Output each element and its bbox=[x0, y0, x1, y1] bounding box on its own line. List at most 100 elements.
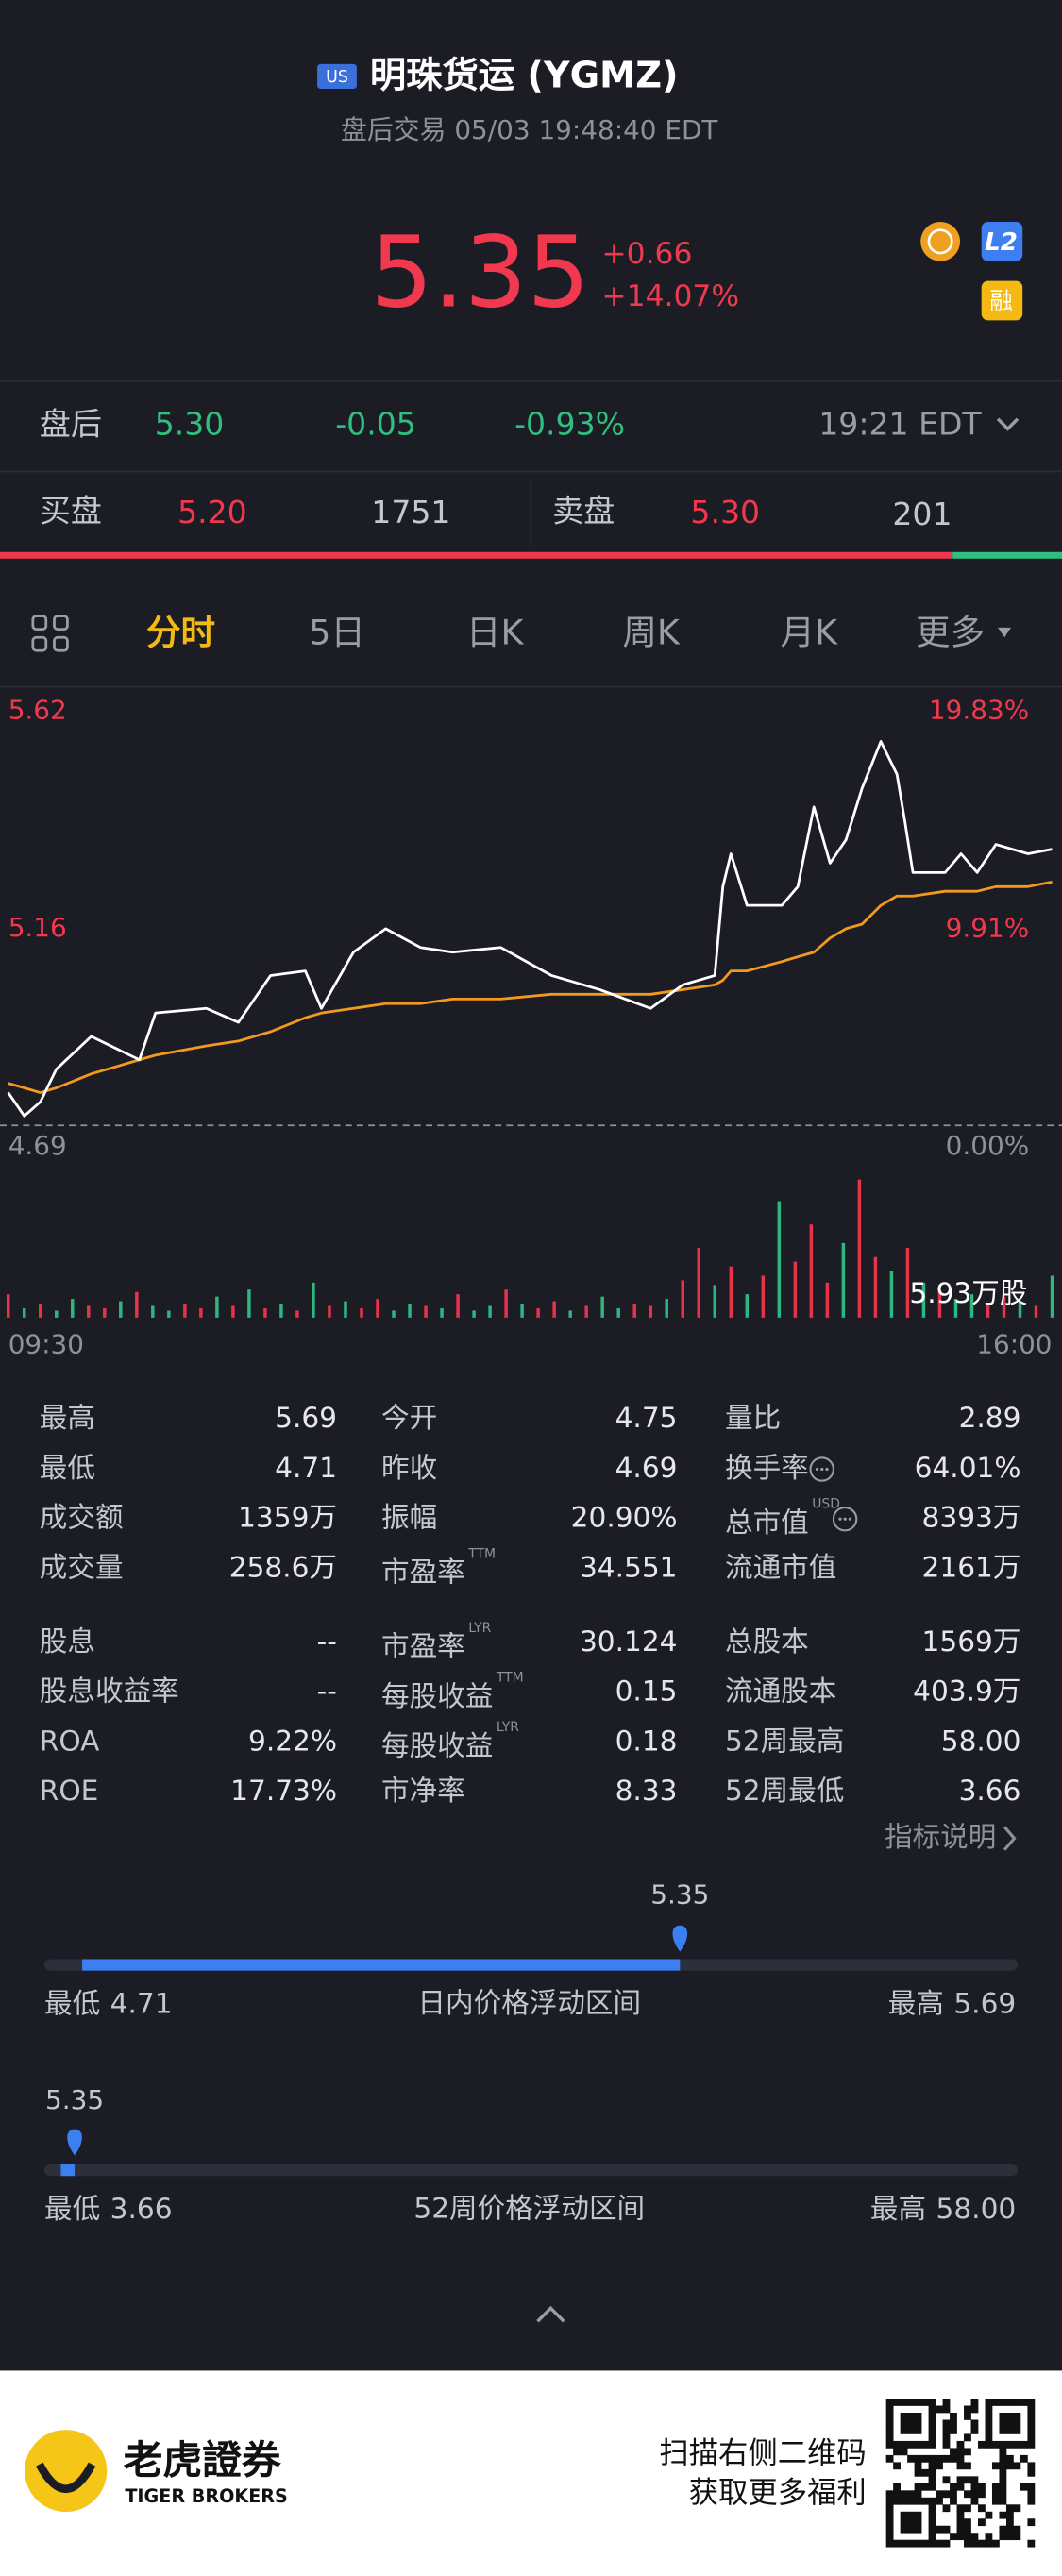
low-label: 最低 bbox=[44, 2192, 100, 2224]
stat-label: 每股收益 bbox=[381, 1680, 493, 1712]
l2-badge-bg[interactable] bbox=[981, 221, 1023, 261]
qr-cell bbox=[964, 2490, 971, 2499]
volume-bar bbox=[183, 1304, 187, 1318]
qr-cell bbox=[950, 2483, 957, 2491]
y-tick-label: 5.16 bbox=[8, 912, 67, 943]
qr-cell bbox=[928, 2413, 936, 2420]
qr-cell bbox=[900, 2497, 908, 2505]
qr-cell bbox=[964, 2476, 971, 2484]
qr-cell bbox=[1027, 2440, 1036, 2449]
volume-bar bbox=[825, 1282, 830, 1318]
volume-bar bbox=[472, 1310, 476, 1318]
volume-bar bbox=[424, 1305, 428, 1318]
volume-bar bbox=[697, 1247, 701, 1318]
bid-price: 5.20 bbox=[177, 494, 247, 530]
info-icon[interactable] bbox=[832, 1506, 858, 1532]
stat-value: 3.66 bbox=[959, 1775, 1021, 1807]
qr-cell bbox=[978, 2518, 986, 2527]
collapse-chevron[interactable] bbox=[536, 2305, 565, 2323]
qr-cell bbox=[914, 2511, 922, 2519]
stat-value: 4.71 bbox=[275, 1452, 337, 1484]
dropdown-triangle[interactable] bbox=[998, 627, 1012, 638]
qr-cell bbox=[928, 2525, 936, 2534]
y-tick-label: 5.62 bbox=[8, 695, 67, 726]
qr-cell bbox=[964, 2462, 971, 2470]
qr-cell bbox=[893, 2399, 901, 2406]
qr-cell bbox=[942, 2476, 951, 2484]
grid-icon[interactable] bbox=[31, 615, 69, 652]
qr-cell bbox=[985, 2413, 993, 2420]
tab[interactable]: 月K bbox=[781, 612, 839, 652]
tab[interactable]: 分时 bbox=[146, 612, 215, 652]
chevron-right[interactable] bbox=[1003, 1826, 1017, 1851]
qr-cell bbox=[907, 2511, 915, 2519]
qr-cell bbox=[956, 2525, 965, 2534]
qr-cell bbox=[900, 2426, 908, 2434]
stat-value: 30.124 bbox=[580, 1625, 678, 1658]
stat-value: 4.69 bbox=[615, 1452, 678, 1484]
stat-label: 总股本 bbox=[725, 1625, 809, 1658]
qr-cell bbox=[985, 2539, 993, 2548]
qr-cell bbox=[1005, 2399, 1014, 2406]
icon-badge-ring bbox=[927, 228, 953, 255]
stat-label: ROE bbox=[40, 1775, 99, 1807]
qr-cell bbox=[928, 2497, 936, 2505]
qr-cell bbox=[928, 2433, 936, 2442]
y-tick-label: 4.69 bbox=[8, 1130, 67, 1161]
high-label: 最高 bbox=[870, 2192, 926, 2224]
volume-bar bbox=[761, 1275, 766, 1318]
qr-cell bbox=[936, 2490, 943, 2499]
stat-label-sup: TTM bbox=[467, 1546, 496, 1561]
qr-cell bbox=[950, 2413, 957, 2420]
stat-label: 52周最低 bbox=[725, 1775, 844, 1807]
tab[interactable]: 周K bbox=[622, 612, 681, 652]
margin-badge-bg[interactable] bbox=[981, 280, 1023, 321]
tab[interactable]: 日K bbox=[466, 612, 525, 652]
volume-bar bbox=[905, 1247, 910, 1318]
info-icon[interactable] bbox=[809, 1456, 834, 1482]
volume-bar bbox=[488, 1305, 492, 1318]
icon-badge[interactable] bbox=[920, 221, 961, 261]
qr-cell bbox=[942, 2426, 951, 2434]
qr-cell bbox=[964, 2504, 971, 2513]
qr-cell bbox=[893, 2483, 901, 2491]
tab[interactable]: 5日 bbox=[309, 612, 365, 652]
brand: 老虎證券 bbox=[124, 2436, 282, 2483]
qr-cell bbox=[964, 2405, 971, 2414]
qr-cell bbox=[999, 2511, 1007, 2519]
stat-label: 振幅 bbox=[381, 1502, 437, 1534]
qr-cell bbox=[1005, 2413, 1014, 2420]
qr-cell bbox=[956, 2476, 965, 2484]
qr-cell bbox=[907, 2539, 915, 2548]
range-fill bbox=[60, 2164, 76, 2177]
stat-value: 9.22% bbox=[248, 1725, 337, 1757]
volume-bar bbox=[71, 1299, 75, 1318]
qr-cell bbox=[950, 2419, 957, 2428]
volume-bar bbox=[536, 1307, 540, 1318]
qr-cell bbox=[999, 2448, 1007, 2456]
volume-bar bbox=[1002, 1296, 1006, 1318]
chevron-down[interactable] bbox=[996, 417, 1020, 431]
qr-cell bbox=[942, 2440, 951, 2449]
qr-cell bbox=[936, 2405, 943, 2414]
stats-link[interactable]: 指标说明 bbox=[885, 1821, 996, 1853]
qr-cell bbox=[907, 2454, 915, 2463]
range-track bbox=[44, 2164, 1018, 2177]
stat-label: 今开 bbox=[381, 1402, 437, 1434]
range-pin bbox=[672, 1925, 688, 1952]
qr-cell bbox=[1005, 2504, 1014, 2513]
qr-cell bbox=[900, 2399, 908, 2406]
qr-cell bbox=[1027, 2405, 1036, 2414]
qr-cell bbox=[907, 2497, 915, 2505]
qr-cell bbox=[1013, 2413, 1021, 2420]
volume-bar bbox=[344, 1301, 347, 1318]
after-hours-change-pct: -0.93% bbox=[514, 405, 625, 442]
after-hours-time[interactable]: 19:21 EDT bbox=[818, 405, 982, 442]
volume-bar bbox=[1050, 1275, 1054, 1318]
price-line bbox=[8, 880, 1053, 1094]
volume-bar bbox=[312, 1282, 315, 1318]
qr-cell bbox=[1027, 2399, 1036, 2406]
tab[interactable]: 更多 bbox=[916, 612, 985, 652]
stat-value: 20.90% bbox=[571, 1502, 678, 1534]
after-hours-price: 5.30 bbox=[155, 405, 225, 442]
